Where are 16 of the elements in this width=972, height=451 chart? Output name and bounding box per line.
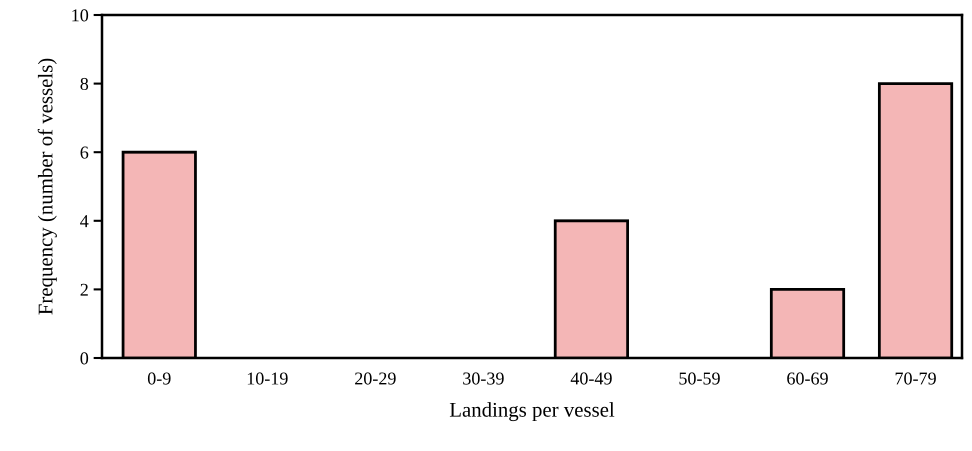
x-tick-label: 40-49 — [570, 372, 612, 385]
y-tick-label: 4 — [80, 215, 89, 228]
x-tick-label: 70-79 — [896, 372, 936, 385]
x-tick-label: 50-59 — [679, 372, 720, 385]
y-tick-label: 10 — [72, 9, 88, 22]
y-tick-label: 8 — [80, 78, 88, 90]
y-tick-label: 0 — [80, 352, 88, 364]
x-tick-label: 30-39 — [463, 372, 504, 385]
x-tick-label: 20-29 — [355, 372, 396, 385]
y-axis-title: Frequency (number of vessels) — [38, 58, 57, 315]
y-tick-label: 6 — [80, 146, 88, 159]
x-tick-label: 0-9 — [148, 372, 171, 385]
x-tick-label: 60-69 — [787, 372, 828, 385]
y-tick-label: 2 — [80, 284, 88, 296]
x-axis-title: Landings per vessel — [450, 402, 614, 422]
x-tick-label: 10-19 — [248, 372, 288, 385]
